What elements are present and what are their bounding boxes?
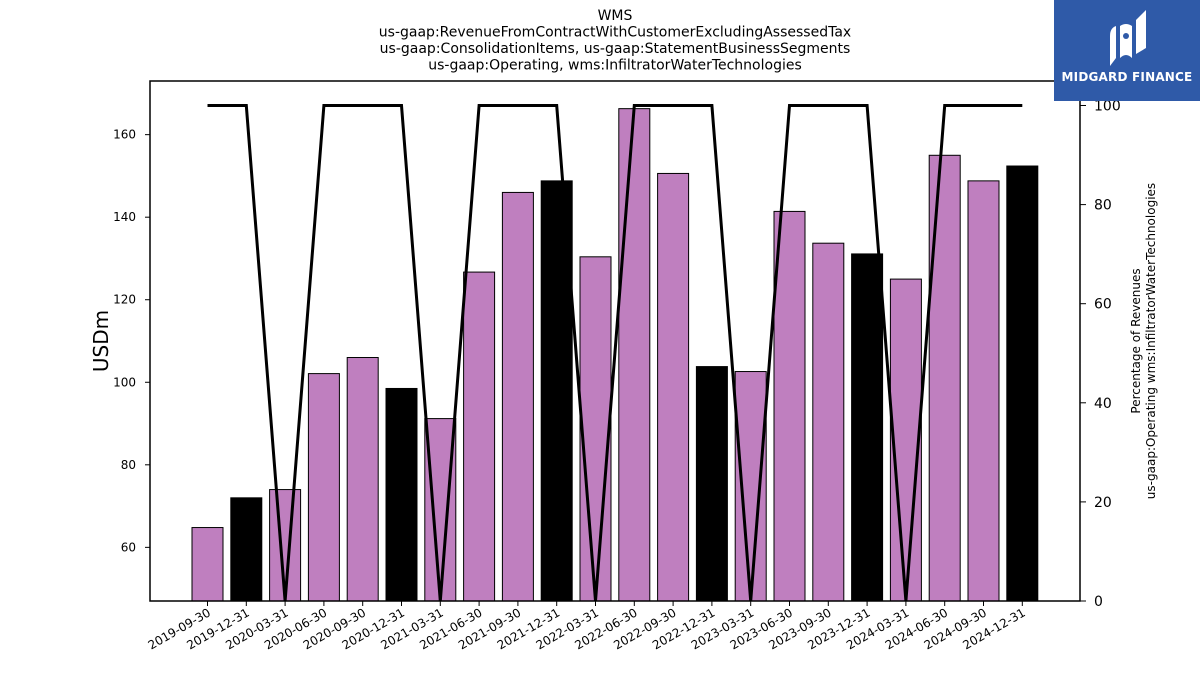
bar	[463, 271, 496, 602]
bar	[269, 489, 302, 602]
bar	[657, 172, 690, 602]
bar	[695, 366, 728, 602]
bar-series	[191, 108, 1039, 602]
right-tick-label: 40	[1094, 396, 1112, 412]
right-tick-label: 80	[1094, 198, 1112, 214]
right-tick-label: 100	[1094, 99, 1121, 115]
right-y-axis: 0 20 40 60 80 100	[1080, 99, 1121, 610]
chart-title: WMSus-gaap:RevenueFromContractWithCustom…	[379, 8, 851, 74]
left-tick-label: 160	[113, 128, 136, 142]
right-tick-label: 60	[1094, 297, 1112, 313]
bar	[967, 180, 1000, 602]
left-axis-label: USDm	[89, 310, 113, 372]
bar	[928, 154, 961, 602]
title-line: us-gaap:Operating, wms:InfiltratorWaterT…	[428, 58, 802, 74]
title-line: us-gaap:ConsolidationItems, us-gaap:Stat…	[380, 41, 851, 57]
left-y-axis: 60 80 100 120 140 160	[113, 128, 150, 554]
bar	[812, 242, 845, 602]
bar	[773, 210, 806, 602]
midgard-logo-icon	[1110, 10, 1146, 66]
bar	[734, 371, 767, 602]
left-tick-label: 100	[113, 375, 136, 389]
title-line: us-gaap:RevenueFromContractWithCustomerE…	[379, 25, 851, 41]
bar	[385, 387, 418, 602]
bar	[579, 256, 612, 602]
left-tick-label: 60	[121, 540, 136, 554]
right-tick-label: 20	[1094, 495, 1112, 511]
bar	[230, 497, 263, 602]
midgard-finance-logo: MIDGARD FINANCE	[1054, 0, 1200, 101]
x-axis: 2019-09-302019-12-312020-03-312020-06-30…	[146, 601, 1028, 652]
bar	[618, 108, 651, 602]
left-tick-label: 80	[121, 458, 136, 472]
bar	[501, 191, 534, 602]
logo-text: MIDGARD FINANCE	[1061, 70, 1193, 84]
title-line: WMS	[598, 8, 633, 24]
right-axis-label-line: us-gaap:Operating wms:InfiltratorWaterTe…	[1144, 183, 1158, 499]
percentage-line-series	[207, 104, 1023, 602]
percentage-line	[207, 104, 1023, 602]
right-tick-label: 0	[1094, 594, 1103, 610]
bar	[851, 253, 884, 602]
left-tick-label: 120	[113, 293, 136, 307]
left-tick-label: 140	[113, 210, 136, 224]
bar	[889, 278, 922, 602]
right-axis-label-line: Percentage of Revenues	[1129, 268, 1143, 413]
bar	[307, 373, 340, 602]
bar	[346, 357, 379, 602]
bar	[191, 527, 224, 602]
bar	[1006, 165, 1039, 602]
plot-frame	[149, 80, 1081, 602]
right-axis-label: Percentage of Revenues us-gaap:Operating …	[1129, 183, 1158, 499]
